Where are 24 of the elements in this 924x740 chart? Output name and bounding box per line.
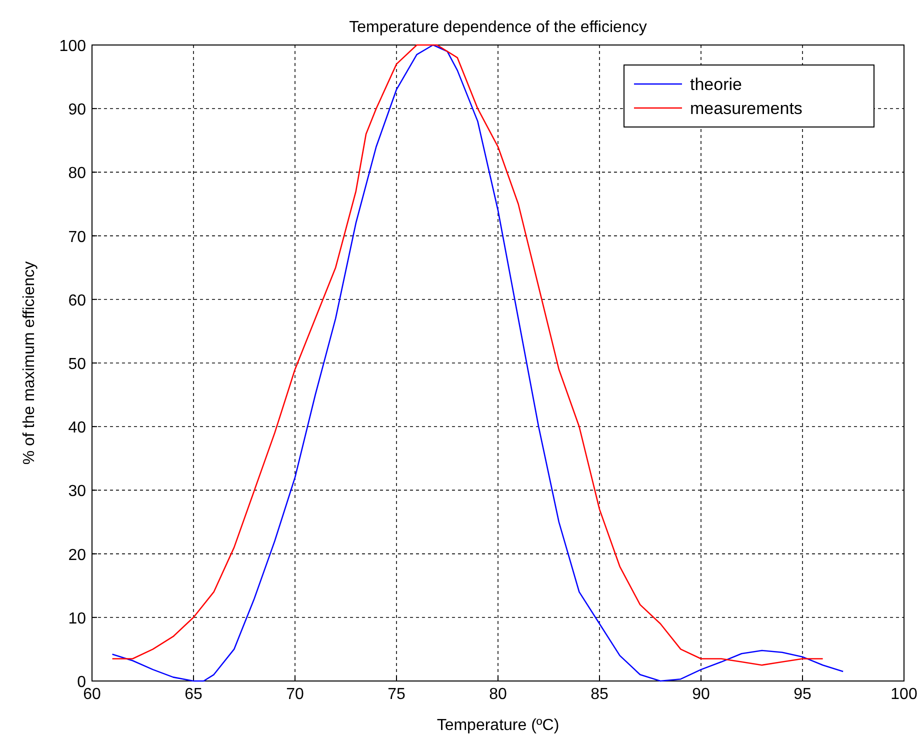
legend-label: theorie: [690, 75, 742, 94]
x-tick-label: 85: [590, 686, 608, 703]
y-tick-label: 70: [68, 228, 86, 246]
x-tick-label: 70: [286, 686, 304, 703]
y-tick-label: 100: [59, 38, 86, 55]
y-tick-label: 50: [68, 356, 86, 373]
y-tick-label: 20: [68, 546, 86, 564]
y-tick-label: 80: [68, 165, 86, 182]
y-tick-label: 30: [68, 483, 86, 500]
legend-label: measurements: [690, 99, 802, 118]
y-tick-label: 60: [68, 292, 86, 310]
y-tick-label: 10: [68, 610, 86, 628]
x-tick-label: 100: [890, 686, 918, 703]
y-tick-label: 40: [68, 420, 86, 437]
x-tick-label: 60: [83, 686, 101, 703]
chart-title: Temperature dependence of the efficiency: [349, 19, 647, 36]
x-tick-label: 80: [489, 686, 507, 703]
x-axis-title: Temperature (ºC): [436, 717, 560, 734]
y-axis-title: % of the maximum efficiency: [21, 261, 38, 465]
y-tick-label: 90: [68, 102, 86, 119]
x-tick-label: 90: [692, 686, 710, 703]
x-tick-label: 75: [388, 686, 406, 703]
x-tick-label: 65: [184, 686, 202, 703]
x-tick-label: 95: [794, 686, 812, 703]
